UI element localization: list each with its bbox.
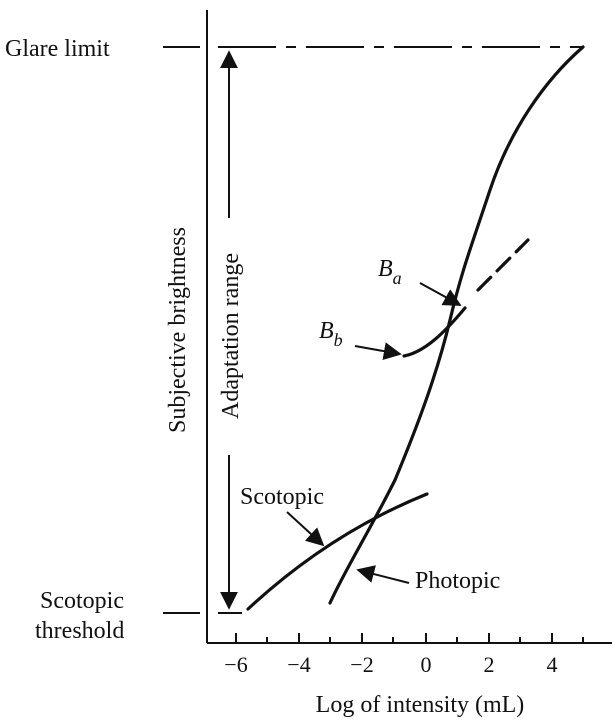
scotopic-curve	[246, 492, 429, 611]
x-tick-label: −2	[350, 652, 373, 677]
photopic-label: Photopic	[415, 568, 500, 594]
x-ticks	[235, 633, 584, 643]
bb-label: Bb	[319, 318, 343, 350]
ba-arrow	[419, 282, 462, 306]
photopic-curve	[328, 45, 585, 605]
y-axis-title: Subjective brightness	[165, 227, 191, 433]
x-tick-label: 4	[547, 652, 558, 677]
x-tick-label: −6	[224, 652, 247, 677]
bb-curve	[402, 306, 467, 358]
ba-label: Ba	[378, 256, 402, 288]
x-tick-label: 2	[484, 652, 495, 677]
plot-frame	[206, 10, 612, 644]
x-axis-title: Log of intensity (mL)	[316, 692, 525, 718]
x-tick-labels: −6 −4 −2 0 2 4	[224, 652, 557, 677]
ba-label-main: B	[378, 256, 393, 282]
x-tick-label: −4	[287, 652, 310, 677]
bb-label-sub: b	[334, 330, 343, 350]
bb-label-main: B	[319, 318, 334, 344]
x-tick-label: 0	[421, 652, 432, 677]
scotopic-threshold-label-line2: threshold	[35, 618, 124, 644]
scotopic-arrow	[286, 511, 325, 547]
glare-limit-label: Glare limit	[5, 36, 110, 62]
ba-dashed-extension	[476, 238, 530, 292]
photopic-arrow	[356, 565, 410, 584]
scotopic-threshold-label-line1: Scotopic	[40, 588, 124, 614]
bb-arrow	[354, 342, 402, 361]
ba-label-sub: a	[393, 268, 402, 288]
adaptation-range-label: Adaptation range	[218, 253, 244, 419]
scotopic-label: Scotopic	[240, 484, 324, 510]
